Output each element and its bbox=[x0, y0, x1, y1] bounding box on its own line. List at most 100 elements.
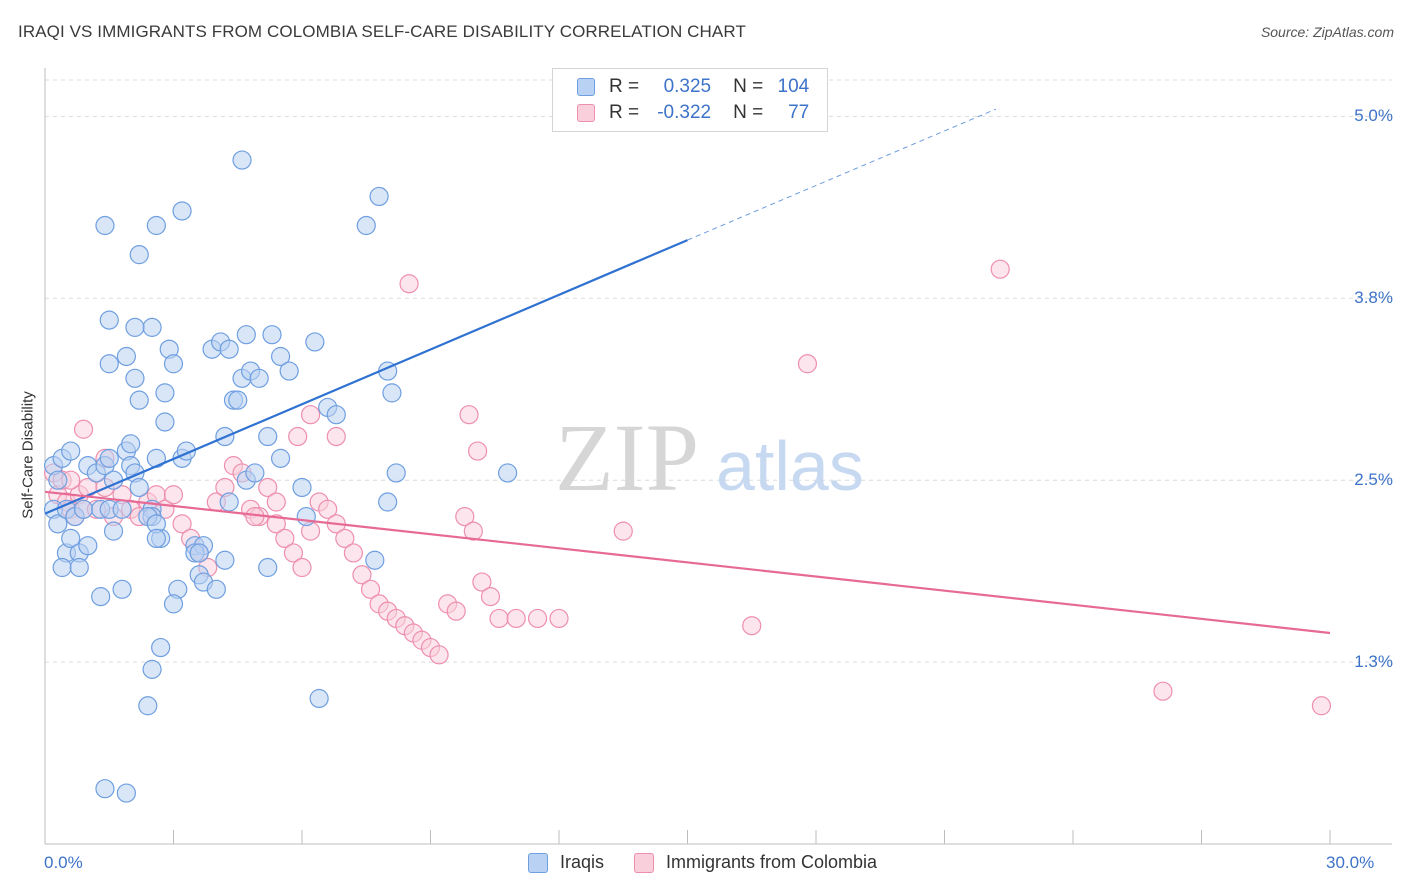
iraqi-point bbox=[163, 594, 184, 614]
iraqi-point bbox=[103, 521, 124, 541]
iraqi-point bbox=[155, 412, 175, 432]
y-tick-label: 3.8% bbox=[1354, 288, 1393, 308]
bottom-legend-iraqis: Iraqis bbox=[528, 852, 604, 873]
iraqi-point bbox=[498, 463, 518, 483]
colombia-point bbox=[172, 514, 192, 534]
colombia-point bbox=[258, 477, 278, 498]
iraqi-point bbox=[129, 477, 149, 498]
iraqi-point bbox=[163, 354, 184, 374]
colombia-point bbox=[429, 645, 449, 665]
colombia-point bbox=[292, 557, 312, 578]
iraqi-point bbox=[146, 528, 166, 549]
colombia-point bbox=[446, 601, 466, 621]
watermark-atlas: atlas bbox=[716, 427, 864, 505]
iraqi-point bbox=[369, 186, 389, 207]
iraqi-point bbox=[258, 426, 278, 447]
colombia-point bbox=[288, 426, 308, 447]
colombia-point bbox=[742, 616, 762, 636]
iraqi-point bbox=[138, 696, 158, 716]
iraqi-point bbox=[95, 215, 115, 236]
legend: R = 0.325 N = 104 R = -0.322 N = 77 bbox=[552, 68, 828, 132]
iraqi-point bbox=[99, 448, 119, 468]
iraqi-point bbox=[151, 637, 171, 658]
colombia-point bbox=[455, 506, 475, 527]
x-tick-max: 30.0% bbox=[1326, 853, 1375, 872]
iraqi-point bbox=[305, 332, 325, 352]
iraqi-point bbox=[262, 325, 282, 345]
colombia-point bbox=[300, 405, 321, 425]
legend-n-label: N = bbox=[733, 102, 764, 123]
iraqi-points bbox=[43, 150, 518, 803]
iraqi-point bbox=[99, 310, 119, 330]
y-tick-label: 1.3% bbox=[1354, 652, 1393, 672]
colombia-point bbox=[360, 579, 381, 599]
colombia-point bbox=[613, 521, 633, 541]
colombia-point bbox=[468, 441, 488, 461]
iraqi-point bbox=[172, 201, 192, 221]
iraqi-trend-extension bbox=[687, 108, 997, 241]
iraqi-point bbox=[112, 499, 132, 519]
iraqi-point bbox=[270, 346, 291, 367]
iraqi-point bbox=[365, 550, 385, 570]
legend-r-label: R = bbox=[609, 76, 640, 97]
iraqi-point bbox=[249, 368, 269, 388]
x-tick-min: 0.0% bbox=[44, 853, 83, 872]
bottom-legend-colombia: Immigrants from Colombia bbox=[634, 852, 877, 873]
iraqi-point bbox=[382, 383, 402, 403]
watermark-zip: ZIP bbox=[555, 404, 699, 511]
colombia-point bbox=[463, 521, 483, 541]
colombia-point bbox=[283, 543, 304, 563]
iraqi-point bbox=[116, 783, 136, 803]
colombia-point bbox=[459, 405, 479, 425]
iraqi-point bbox=[270, 448, 291, 468]
legend-r-value: -0.322 bbox=[657, 102, 712, 123]
iraqi-point bbox=[125, 317, 145, 337]
colombia-point bbox=[318, 499, 338, 519]
iraqi-point bbox=[206, 579, 226, 599]
y-tick-label: 5.0% bbox=[1354, 106, 1393, 126]
colombia-point bbox=[266, 514, 286, 534]
bottom-legend: Iraqis Immigrants from Colombia bbox=[528, 852, 907, 873]
y-tick-label: 2.5% bbox=[1354, 470, 1393, 490]
iraqi-point bbox=[95, 779, 115, 799]
source-credit: Source: ZipAtlas.com bbox=[1260, 24, 1394, 40]
iraqi-point bbox=[356, 215, 376, 236]
iraqi-point bbox=[189, 543, 209, 563]
watermark: ZIP atlas bbox=[555, 404, 864, 511]
legend-n-value: 77 bbox=[788, 102, 810, 123]
iraqi-point bbox=[73, 499, 94, 519]
iraqi-point bbox=[236, 325, 256, 345]
iraqi-point bbox=[142, 659, 162, 679]
iraqi-point bbox=[326, 405, 346, 425]
iraqi-point bbox=[116, 346, 136, 367]
iraqi-point bbox=[61, 528, 81, 549]
legend-row-colombia: R = -0.322 N = 77 bbox=[577, 101, 809, 125]
colombia-point bbox=[1311, 696, 1332, 716]
trend-lines bbox=[44, 108, 1331, 635]
iraqi-point bbox=[142, 317, 162, 337]
colombia-point bbox=[343, 543, 363, 563]
colombia-point bbox=[480, 587, 501, 607]
iraqi-point bbox=[112, 579, 132, 599]
bottom-swatch-colombia bbox=[634, 852, 655, 873]
colombia-point bbox=[990, 259, 1010, 279]
legend-swatch-colombia bbox=[577, 104, 595, 122]
iraqi-point bbox=[78, 536, 98, 556]
colombia-point bbox=[352, 565, 372, 585]
iraqi-point bbox=[69, 557, 89, 578]
colombia-point bbox=[489, 608, 509, 629]
iraqi-point bbox=[91, 587, 111, 607]
iraqi-point bbox=[378, 492, 398, 512]
iraqi-point bbox=[99, 354, 119, 374]
legend-r-value: 0.325 bbox=[663, 76, 712, 97]
colombia-point bbox=[163, 485, 184, 505]
iraqi-point bbox=[279, 361, 299, 381]
iraqi-point bbox=[61, 441, 81, 461]
colombia-trend-line bbox=[44, 490, 1331, 635]
iraqi-point bbox=[129, 390, 149, 410]
iraqi-point bbox=[146, 215, 166, 236]
iraqi-point bbox=[309, 688, 329, 709]
colombia-point bbox=[73, 419, 94, 439]
legend-n-value: 104 bbox=[777, 76, 810, 97]
